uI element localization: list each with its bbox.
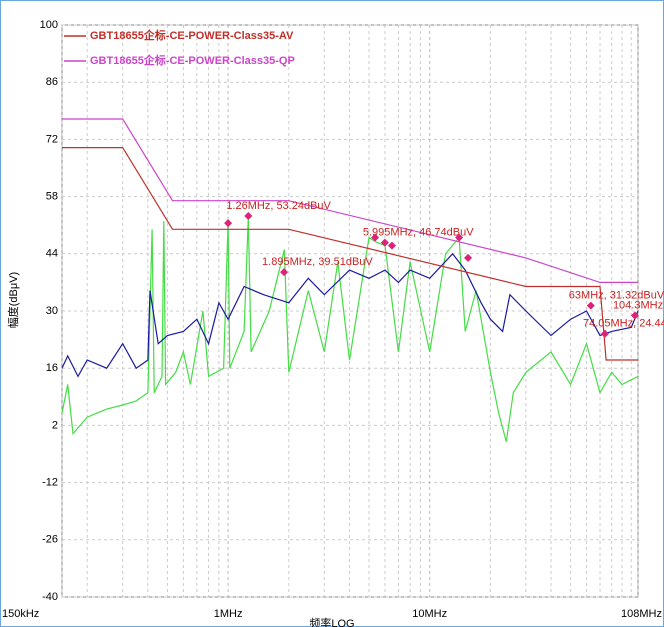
- y-tick-label: 2: [52, 419, 58, 431]
- trace-line: [61, 252, 639, 378]
- legend-label: GBT18655企标-CE-POWER-Class35-QP: [90, 53, 295, 67]
- marker: [455, 233, 464, 242]
- marker: [244, 212, 253, 221]
- y-tick-label: 30: [46, 305, 58, 317]
- marker-label: 1.895MHz, 39.51dBuV: [262, 256, 373, 268]
- y-tick-label: 100: [40, 19, 58, 31]
- marker: [380, 238, 389, 247]
- x-tick-label: 150kHz: [2, 608, 39, 620]
- y-tick-label: -40: [42, 591, 58, 603]
- marker-label: 1.26MHz, 53.24dBuV: [226, 200, 331, 212]
- x-tick-label: 1MHz: [214, 608, 243, 620]
- trace-line: [62, 118, 638, 283]
- y-tick-label: 72: [46, 133, 58, 145]
- marker: [586, 301, 595, 310]
- marker: [600, 329, 609, 338]
- legend-label: GBT18655企标-CE-POWER-Class35-AV: [90, 28, 294, 42]
- y-axis-label: 幅度(dBμV): [6, 272, 20, 328]
- y-tick-label: -12: [42, 477, 58, 489]
- marker: [464, 253, 473, 262]
- x-tick-label: 10MHz: [412, 608, 447, 620]
- x-tick-label: 108MHz: [621, 608, 662, 620]
- marker-label: 104.3MHz, 28.9: [613, 299, 664, 311]
- marker: [224, 219, 233, 228]
- marker: [387, 241, 396, 250]
- marker-label: 5.995MHz, 46.74dBuV: [363, 227, 474, 239]
- y-tick-label: 86: [46, 76, 58, 88]
- marker: [280, 268, 289, 277]
- marker: [630, 311, 639, 320]
- marker: [371, 233, 380, 242]
- y-tick-label: 44: [46, 248, 58, 260]
- trace-line: [62, 147, 638, 361]
- marker-label: 63MHz, 31.32dBuV: [569, 290, 664, 302]
- x-axis-label: 频率LOG: [309, 616, 354, 627]
- marker-label: 74.05MHz, 24.44dBuV: [583, 318, 664, 330]
- trace-line: [61, 216, 639, 442]
- y-tick-label: -26: [42, 534, 58, 546]
- y-tick-label: 16: [46, 362, 58, 374]
- y-tick-label: 58: [46, 191, 58, 203]
